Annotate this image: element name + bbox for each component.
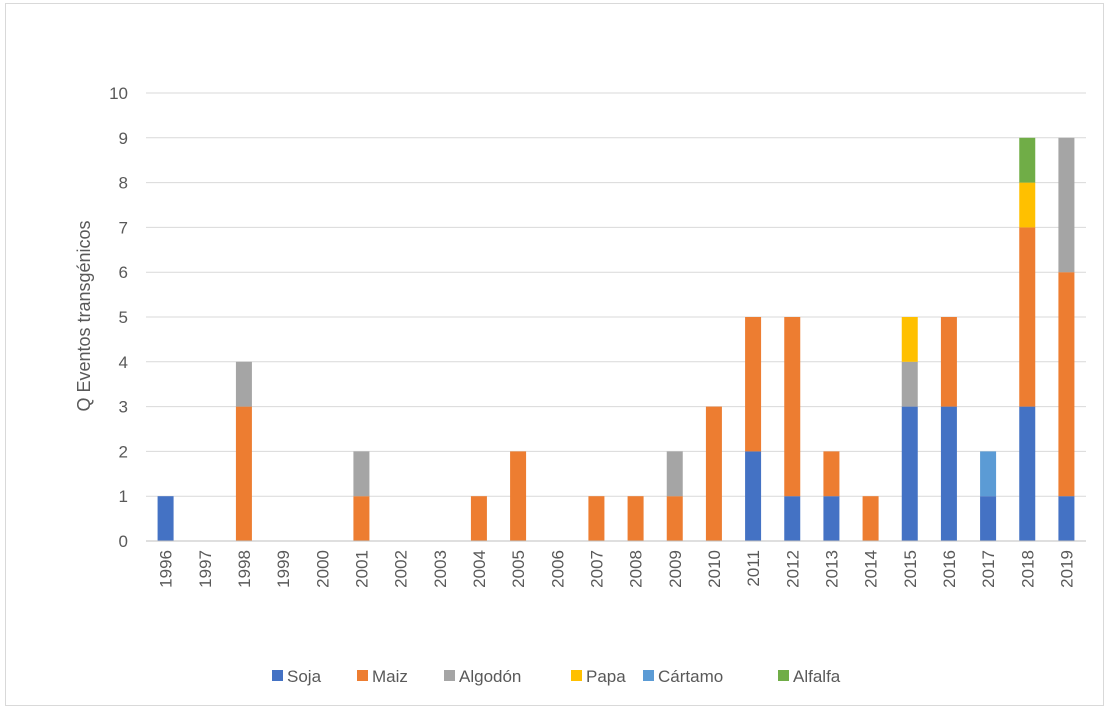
bar-segment-maiz <box>627 496 644 541</box>
x-tick-label: 2016 <box>940 550 959 588</box>
bar-segment-maiz <box>1058 272 1075 497</box>
legend-swatch <box>272 670 283 681</box>
legend-swatch <box>643 670 654 681</box>
bar-segment-maiz <box>784 317 801 497</box>
x-tick-label: 2008 <box>627 550 646 588</box>
y-tick-label: 2 <box>119 442 128 461</box>
x-tick-label: 2007 <box>587 550 606 588</box>
bar-segment-algodón <box>235 361 252 407</box>
bar-segment-algodón <box>901 361 918 407</box>
y-tick-label: 6 <box>119 263 128 282</box>
bar-segment-maiz <box>862 496 879 541</box>
bar-segment-soja <box>980 496 997 541</box>
bar-segment-cártamo <box>980 451 997 497</box>
x-tick-label: 2003 <box>431 550 450 588</box>
legend-label: Papa <box>586 667 626 686</box>
bar-segment-maiz <box>235 406 252 541</box>
y-tick-label: 7 <box>119 218 128 237</box>
x-tick-label: 2004 <box>470 550 489 588</box>
legend-swatch <box>357 670 368 681</box>
bar-segment-soja <box>823 496 840 541</box>
bar-segment-algodón <box>666 451 683 497</box>
x-tick-label: 2019 <box>1057 550 1076 588</box>
x-tick-label: 2002 <box>392 550 411 588</box>
bar-segment-maiz <box>470 496 487 541</box>
bar-segment-maiz <box>510 451 527 541</box>
x-tick-label: 2006 <box>548 550 567 588</box>
y-tick-label: 5 <box>119 308 128 327</box>
legend-swatch <box>571 670 582 681</box>
bar-segment-soja <box>1058 496 1075 541</box>
bar-segment-papa <box>1019 182 1036 228</box>
bar-segment-algodón <box>353 451 370 497</box>
bar-segment-maiz <box>666 496 683 541</box>
y-tick-label: 10 <box>109 84 128 103</box>
y-tick-label: 3 <box>119 398 128 417</box>
y-tick-label: 4 <box>119 353 128 372</box>
x-tick-label: 2011 <box>744 550 763 587</box>
x-tick-label: 1996 <box>157 550 176 588</box>
bar-segment-soja <box>1019 406 1036 541</box>
x-tick-label: 1997 <box>196 550 215 588</box>
x-tick-label: 1999 <box>274 550 293 588</box>
bar-segment-maiz <box>1019 227 1036 407</box>
x-tick-label: 2018 <box>1018 550 1037 588</box>
x-tick-label: 2013 <box>822 550 841 588</box>
bar-segment-maiz <box>353 496 370 541</box>
x-tick-label: 2015 <box>901 550 920 588</box>
bar-segment-maiz <box>705 406 722 541</box>
bar-segment-algodón <box>1058 137 1075 273</box>
x-tick-labels: 1996 1997 1998 1999 2000 2001 2002 2003 2004 2005… <box>157 550 1077 588</box>
legend-label: Cártamo <box>658 667 723 686</box>
legend-swatch <box>778 670 789 681</box>
x-tick-label: 2009 <box>666 550 685 588</box>
x-tick-label: 2017 <box>979 550 998 588</box>
legend-label: Soja <box>287 667 322 686</box>
bar-segment-papa <box>901 317 918 362</box>
legend: Soja Maiz Algodón Papa Cártamo Alfalfa <box>272 667 841 686</box>
legend-label: Algodón <box>459 667 521 686</box>
legend-label: Alfalfa <box>793 667 841 686</box>
bar-segment-soja <box>745 451 762 541</box>
legend-swatch <box>444 670 455 681</box>
y-tick-label: 9 <box>119 129 128 148</box>
legend-label: Maiz <box>372 667 408 686</box>
chart-area <box>5 3 1104 706</box>
x-tick-label: 1998 <box>235 550 254 588</box>
bar-segment-alfalfa <box>1019 137 1036 183</box>
x-tick-label: 2014 <box>862 550 881 588</box>
bar-segment-maiz <box>940 317 957 407</box>
y-tick-label: 8 <box>119 174 128 193</box>
bar-segment-soja <box>940 406 957 541</box>
gridlines <box>146 92 1086 497</box>
x-tick-label: 2001 <box>352 550 371 588</box>
y-tick-label: 1 <box>119 487 128 506</box>
bar-segment-maiz <box>823 451 840 497</box>
bar-segment-maiz <box>745 317 762 452</box>
x-tick-label: 2012 <box>783 550 802 588</box>
bar-segment-soja <box>901 406 918 541</box>
bar-segment-maiz <box>588 496 605 541</box>
x-tick-label: 2005 <box>509 550 528 588</box>
bar-segment-soja <box>784 496 801 541</box>
bars <box>157 137 1075 541</box>
y-tick-labels: 0 1 2 3 4 5 6 7 8 9 10 <box>109 84 128 551</box>
bar-segment-soja <box>157 496 174 541</box>
y-tick-label: 0 <box>119 532 128 551</box>
x-tick-label: 2000 <box>313 550 332 588</box>
x-tick-label: 2010 <box>705 550 724 588</box>
y-axis-title: Q Eventos transgénicos <box>74 220 94 411</box>
